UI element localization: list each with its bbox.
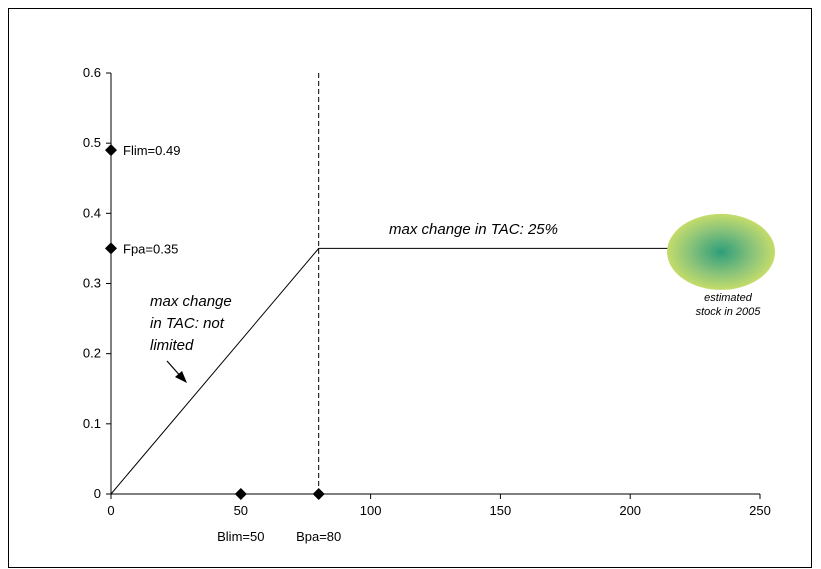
x-tick-label: 200 [619,503,641,518]
stock-estimate-label-line-1: estimated [704,292,753,304]
x-tick-label: 50 [234,503,248,518]
stock-estimate-ellipse [667,213,776,290]
annotation-max-change-limited: max change in TAC: 25% [389,221,558,238]
y-tick-label: 0 [94,486,101,501]
reference-point-marker [312,488,325,500]
y-tick-label: 0.2 [83,346,101,361]
x-tick-label: 0 [107,503,114,518]
y-tick-label: 0.1 [83,416,101,431]
annotation-unlimited-line-2: in TAC: not [150,315,225,332]
y-tick-label: 0.3 [83,276,101,291]
x-tick-label: 250 [749,503,771,518]
reference-points: Flim=0.49 Fpa=0.35 Blim=50 Bpa=80 [105,143,341,544]
y-tick-label: 0.4 [83,205,101,220]
y-tick-label: 0.5 [83,135,101,150]
chart-frame: 0 0.1 0.2 0.3 0.4 0.5 0.6 0 50 100 150 200 250 Flim… [8,8,812,568]
annotation-unlimited-line-1: max change [150,293,232,310]
stock-estimate-label-line-2: stock in 2005 [696,306,762,318]
x-tick-label: 100 [360,503,382,518]
annotation-unlimited-line-3: limited [150,337,194,354]
annotation-arrow-head [175,371,187,383]
x-tick-label: 150 [490,503,512,518]
y-axis-ticks: 0 0.1 0.2 0.3 0.4 0.5 0.6 [83,65,111,501]
reference-point-label: Fpa=0.35 [123,241,178,256]
harvest-rule-line [110,247,670,495]
reference-point-marker [234,488,247,500]
x-axis-ticks: 0 50 100 150 200 250 [107,494,771,518]
y-tick-label: 0.6 [83,65,101,80]
reference-point-marker [105,144,117,157]
reference-point-label: Bpa=80 [296,529,341,544]
chart-svg: 0 0.1 0.2 0.3 0.4 0.5 0.6 0 50 100 150 200 250 Flim… [83,65,776,544]
reference-point-label: Blim=50 [217,529,264,544]
reference-point-label: Flim=0.49 [123,143,180,158]
reference-point-marker [105,242,117,255]
